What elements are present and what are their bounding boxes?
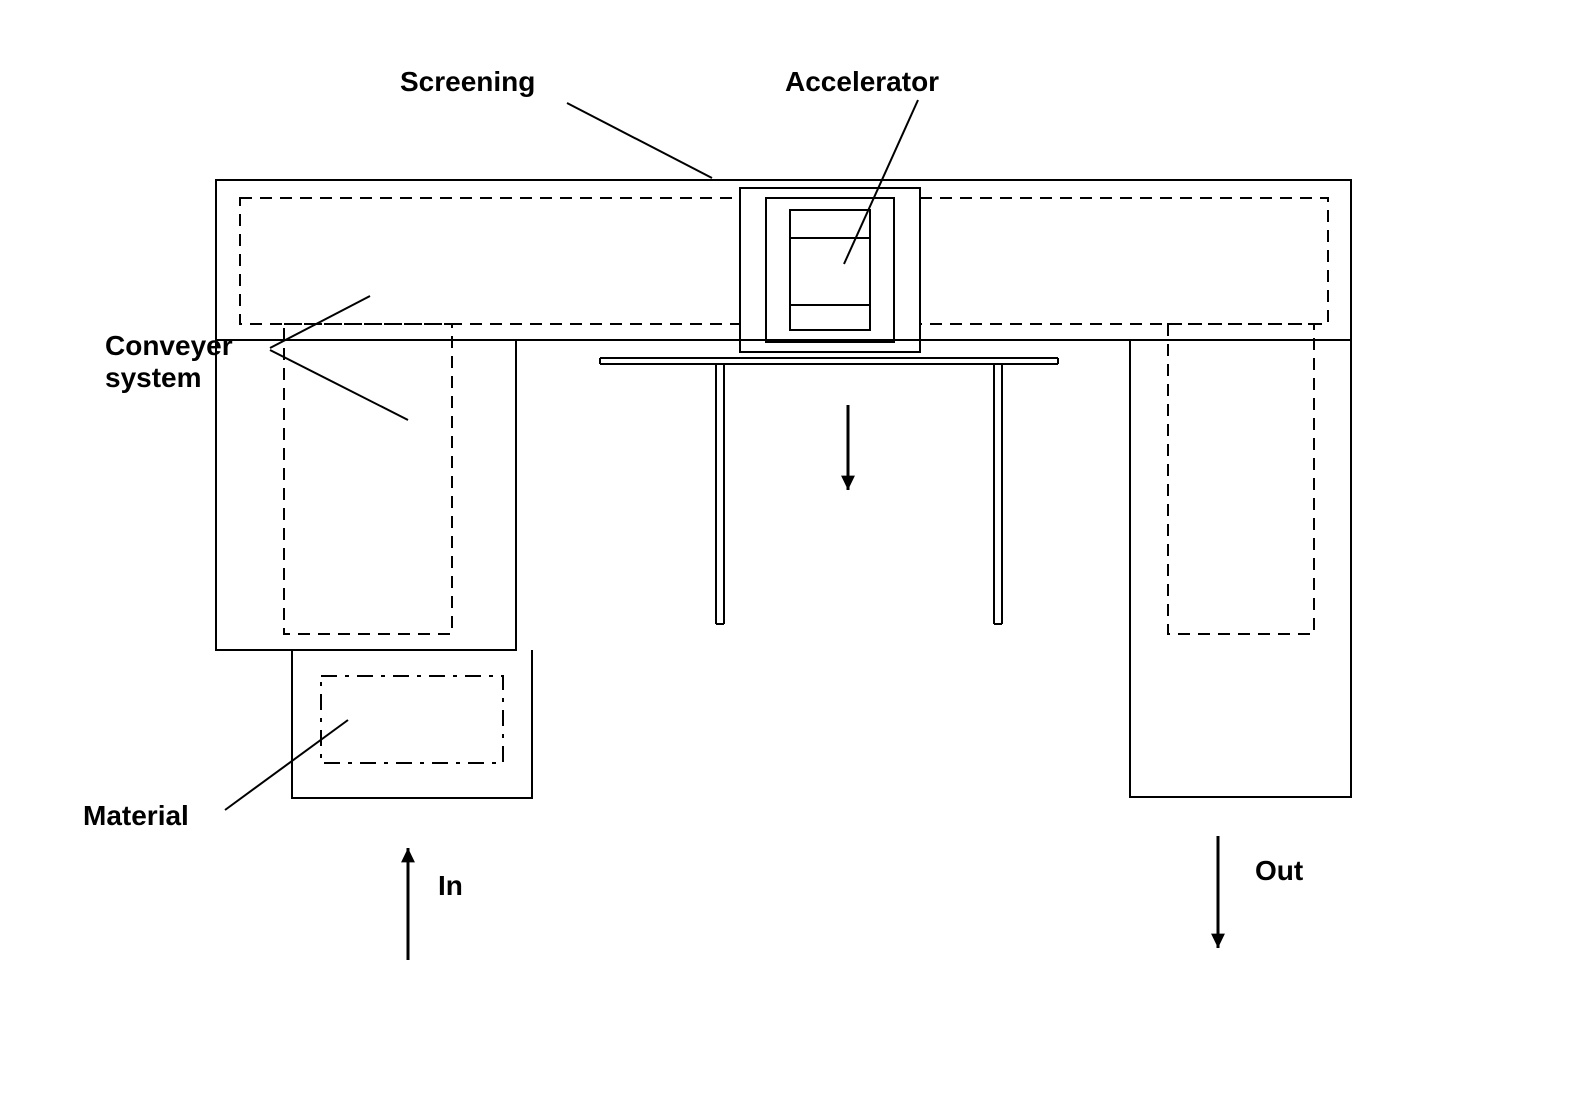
out-label: Out [1255, 855, 1303, 887]
accelerator-label: Accelerator [785, 66, 939, 98]
in-label: In [438, 870, 463, 902]
out-arrow-head [1211, 934, 1225, 948]
screening-label: Screening [400, 66, 535, 98]
left-column-solid [216, 340, 516, 650]
material-container [292, 650, 532, 798]
conveyer-label: Conveyer system [105, 330, 233, 394]
diagram-svg [0, 0, 1587, 1113]
right-column-solid [1130, 355, 1351, 797]
material-label: Material [83, 800, 189, 832]
in-arrow-head [401, 848, 415, 862]
right-conveyer-dashed [1168, 324, 1314, 634]
screening-pointer [567, 103, 712, 178]
material-dashdot [321, 676, 503, 763]
material-pointer [225, 720, 348, 810]
conveyer-pointer-2 [270, 350, 408, 420]
beam-down-arrow-head [841, 476, 855, 490]
